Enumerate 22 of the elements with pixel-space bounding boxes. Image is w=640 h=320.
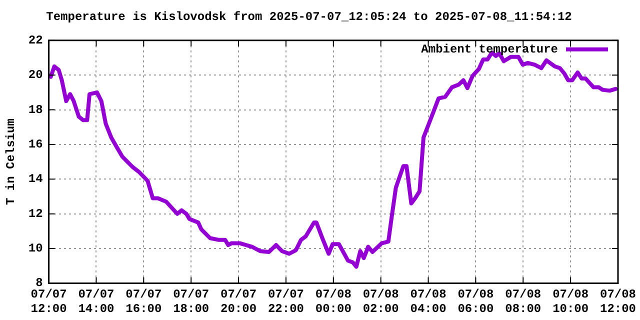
- x-tick-label: 07/07 20:00: [220, 287, 257, 316]
- x-tick-label: 07/07 18:00: [173, 287, 210, 316]
- y-tick-label: 22: [28, 33, 43, 48]
- chart-title: Temperature is Kislovodsk from 2025-07-07_12:05:24 to 2025-07-08_11:54:12: [46, 10, 572, 24]
- y-tick-label: 12: [28, 206, 43, 221]
- y-axis-title: T in Celsium: [4, 118, 18, 206]
- x-tick-label: 07/08 06:00: [458, 287, 494, 316]
- y-tick-label: 20: [28, 68, 43, 82]
- y-tick-label: 16: [28, 137, 43, 152]
- x-tick-label: 07/07 14:00: [78, 287, 114, 316]
- x-tick-label: 07/08 04:00: [410, 287, 446, 316]
- legend-label: Ambient temperature: [421, 42, 558, 56]
- y-tick-label: 18: [28, 102, 43, 117]
- x-tick-label: 07/08 08:00: [505, 287, 542, 316]
- x-tick-label: 07/08 02:00: [362, 287, 399, 316]
- y-tick-label: 14: [28, 172, 43, 186]
- x-tick-label: 07/07 22:00: [268, 287, 304, 316]
- x-tick-label: 07/07 16:00: [126, 287, 162, 316]
- x-tick-label: 07/08 00:00: [315, 287, 352, 316]
- x-tick-label: 07/08 12:00: [600, 287, 636, 316]
- y-tick-label: 10: [28, 242, 43, 256]
- x-tick-label: 07/08 10:00: [552, 287, 589, 316]
